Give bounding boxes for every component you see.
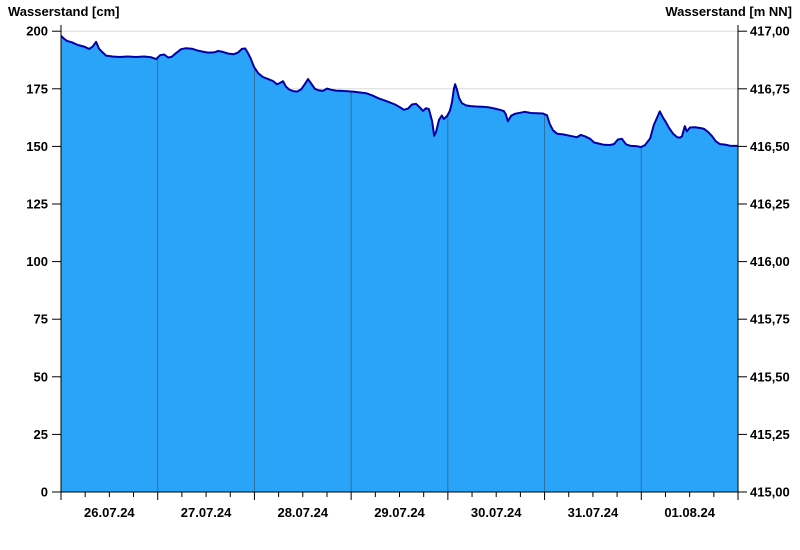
water-level-area [61,35,738,493]
right-axis-tick-label: 416,50 [750,139,790,154]
left-axis-title: Wasserstand [cm] [8,4,120,19]
right-axis-tick-label: 415,75 [750,312,790,327]
left-axis-tick-label: 0 [41,485,48,500]
right-axis-tick-label: 417,00 [750,24,790,39]
left-axis-tick-label: 125 [26,197,48,212]
x-axis-date-label: 27.07.24 [181,505,232,520]
right-axis-tick-label: 416,25 [750,197,790,212]
right-axis-tick-label: 415,50 [750,369,790,384]
x-axis-date-label: 30.07.24 [471,505,522,520]
x-axis-date-label: 29.07.24 [374,505,425,520]
x-axis-date-label: 28.07.24 [277,505,328,520]
right-axis-tick-label: 415,00 [750,485,790,500]
left-axis-tick-label: 175 [26,81,48,96]
x-axis-date-label: 26.07.24 [84,505,135,520]
right-axis-tick-label: 415,25 [750,427,790,442]
x-axis-date-label: 01.08.24 [664,505,715,520]
right-axis-tick-label: 416,75 [750,81,790,96]
left-axis-tick-label: 100 [26,254,48,269]
left-axis-tick-label: 25 [34,427,48,442]
water-level-line [60,35,738,149]
left-axis-tick-label: 50 [34,369,48,384]
left-axis-tick-label: 150 [26,139,48,154]
right-axis-tick-label: 416,00 [750,254,790,269]
left-axis-tick-label: 75 [34,312,48,327]
left-axis-tick-label: 200 [26,24,48,39]
right-axis-title: Wasserstand [m NN] [665,4,792,19]
x-axis-date-label: 31.07.24 [568,505,619,520]
